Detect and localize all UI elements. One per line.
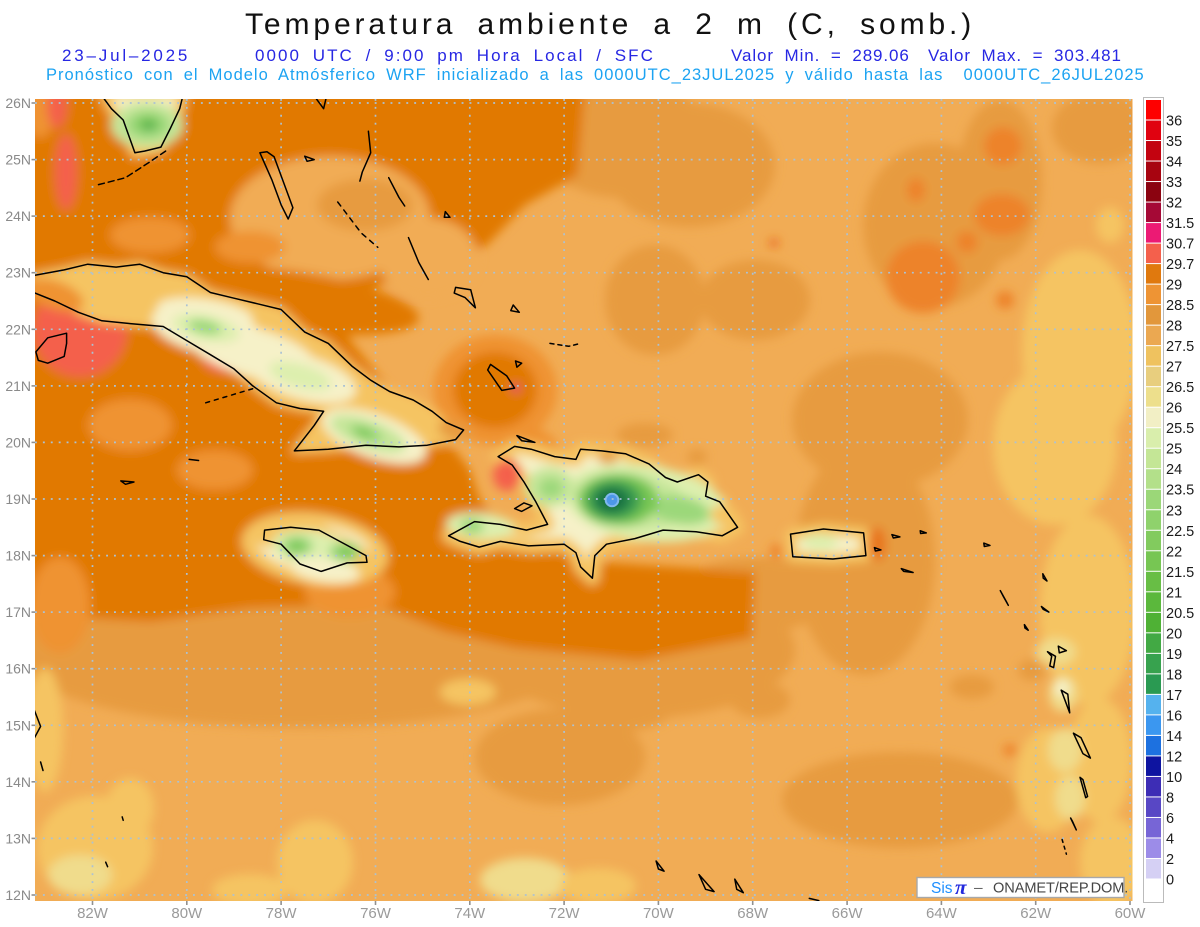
svg-text:22.5: 22.5 [1166, 524, 1194, 540]
svg-text:18: 18 [1166, 667, 1182, 683]
svg-text:24N: 24N [5, 208, 31, 224]
svg-text:32: 32 [1166, 196, 1182, 212]
svg-text:33: 33 [1166, 175, 1182, 191]
svg-text:12N: 12N [5, 887, 31, 903]
svg-text:26: 26 [1166, 401, 1182, 417]
svg-text:20.5: 20.5 [1166, 606, 1194, 622]
svg-text:15N: 15N [5, 717, 31, 733]
svg-text:14N: 14N [5, 774, 31, 790]
svg-text:17: 17 [1166, 688, 1182, 704]
svg-text:27: 27 [1166, 360, 1182, 376]
svg-text:78W: 78W [266, 905, 298, 922]
svg-text:6: 6 [1166, 811, 1174, 827]
svg-text:26.5: 26.5 [1166, 380, 1194, 396]
svg-text:22: 22 [1166, 544, 1182, 560]
svg-text:8: 8 [1166, 790, 1174, 806]
svg-text:76W: 76W [360, 905, 392, 922]
svg-text:23N: 23N [5, 265, 31, 281]
svg-text:2: 2 [1166, 852, 1174, 868]
svg-text:80W: 80W [171, 905, 203, 922]
svg-text:62W: 62W [1020, 905, 1052, 922]
svg-text:0: 0 [1166, 873, 1174, 889]
svg-text:28.5: 28.5 [1166, 298, 1194, 314]
svg-text:34: 34 [1166, 155, 1182, 171]
svg-text:26N: 26N [5, 95, 31, 111]
svg-text:24: 24 [1166, 462, 1182, 478]
svg-text:27.5: 27.5 [1166, 339, 1194, 355]
svg-text:35: 35 [1166, 134, 1182, 150]
svg-text:Sis: Sis [931, 880, 953, 897]
svg-text:36: 36 [1166, 114, 1182, 130]
svg-text:20: 20 [1166, 626, 1182, 642]
svg-text:68W: 68W [737, 905, 769, 922]
svg-text:19N: 19N [5, 491, 31, 507]
svg-text:19: 19 [1166, 647, 1182, 663]
svg-text:66W: 66W [832, 905, 864, 922]
svg-text:18N: 18N [5, 548, 31, 564]
svg-text:23.5: 23.5 [1166, 483, 1194, 499]
svg-text:12: 12 [1166, 749, 1182, 765]
svg-text:π: π [955, 875, 967, 899]
svg-text:20N: 20N [5, 434, 31, 450]
svg-text:25N: 25N [5, 152, 31, 168]
svg-text:28: 28 [1166, 319, 1182, 335]
svg-text:31.5: 31.5 [1166, 216, 1194, 232]
svg-text:25.5: 25.5 [1166, 421, 1194, 437]
svg-text:25: 25 [1166, 442, 1182, 458]
svg-text:30.7: 30.7 [1166, 237, 1194, 253]
svg-text:21: 21 [1166, 585, 1182, 601]
svg-text:14: 14 [1166, 729, 1182, 745]
svg-text:13N: 13N [5, 830, 31, 846]
svg-text:ONAMET/REP.DOM.: ONAMET/REP.DOM. [993, 881, 1128, 897]
svg-text:10: 10 [1166, 770, 1182, 786]
svg-text:16N: 16N [5, 661, 31, 677]
svg-text:21.5: 21.5 [1166, 565, 1194, 581]
svg-text:82W: 82W [77, 905, 109, 922]
svg-text:16: 16 [1166, 708, 1182, 724]
svg-text:64W: 64W [926, 905, 958, 922]
svg-text:60W: 60W [1115, 905, 1147, 922]
svg-text:29.7: 29.7 [1166, 257, 1194, 273]
svg-text:17N: 17N [5, 604, 31, 620]
svg-text:4: 4 [1166, 832, 1174, 848]
svg-text:74W: 74W [454, 905, 486, 922]
svg-text:70W: 70W [643, 905, 675, 922]
svg-text:72W: 72W [549, 905, 581, 922]
svg-text:29: 29 [1166, 278, 1182, 294]
svg-text:21N: 21N [5, 378, 31, 394]
svg-text:23: 23 [1166, 503, 1182, 519]
svg-text:22N: 22N [5, 321, 31, 337]
svg-text:–: – [974, 880, 983, 897]
